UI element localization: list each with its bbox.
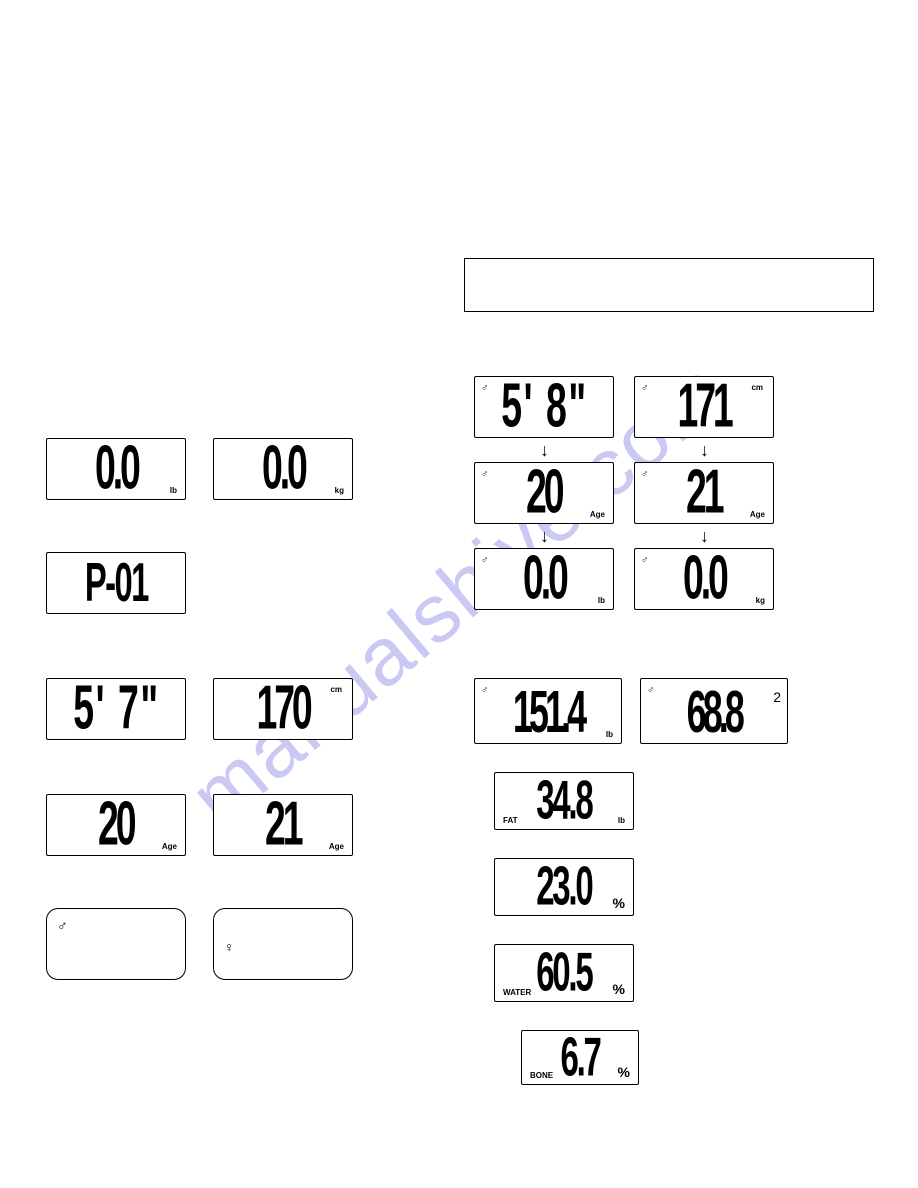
- lcd-sup: 2: [773, 689, 781, 705]
- lcd-fat-pct: 23.0 %: [494, 858, 634, 916]
- lcd-left-0-lb: 0.0 lb: [46, 438, 186, 500]
- person-icon: ♂: [647, 685, 655, 696]
- lcd-value: 5' 8": [501, 376, 588, 438]
- lcd-unit: Age: [590, 510, 605, 519]
- person-icon: ♂: [481, 685, 489, 696]
- lcd-value: 171: [677, 376, 730, 438]
- lcd-value: 5' 7": [73, 678, 160, 740]
- lcd-r-age-20: ♂ 20 Age: [474, 462, 614, 524]
- lcd-unit: kg: [756, 596, 765, 605]
- lcd-fat: 34.8 FAT lb: [494, 772, 634, 830]
- lcd-unit: cm: [330, 685, 342, 694]
- lcd-value: 21: [265, 794, 300, 856]
- person-icon: ♂: [641, 469, 649, 480]
- lcd-age-21: 21 Age: [213, 794, 353, 856]
- lcd-value: 0.0: [523, 548, 566, 610]
- lcd-unit: %: [613, 895, 625, 911]
- lcd-value: 20: [98, 794, 133, 856]
- lcd-r-0-kg: ♂ 0.0 kg: [634, 548, 774, 610]
- lcd-unit: Age: [162, 842, 177, 851]
- lcd-height-58: ♂ 5' 8": [474, 376, 614, 438]
- info-box: [464, 258, 874, 312]
- lcd-value: 0.0: [683, 548, 726, 610]
- female-icon: ♀: [224, 939, 235, 955]
- lcd-value: 6.7: [560, 1030, 599, 1085]
- person-icon: ♂: [481, 555, 489, 566]
- lcd-label: FAT: [503, 816, 518, 825]
- lcd-weight-lb: ♂ 151.4 lb: [474, 678, 622, 744]
- lcd-p01: P-01: [46, 552, 186, 614]
- lcd-value: 151.4: [513, 681, 583, 741]
- lcd-height-cm: 170 cm: [213, 678, 353, 740]
- lcd-bone: 6.7 BONE %: [521, 1030, 639, 1085]
- lcd-value: 0.0: [262, 438, 305, 500]
- lcd-value: 60.5: [536, 946, 591, 1001]
- person-icon: ♂: [641, 555, 649, 566]
- lcd-value: 0.0: [95, 438, 138, 500]
- gender-box-male: ♂: [46, 908, 186, 980]
- lcd-r-age-21: ♂ 21 Age: [634, 462, 774, 524]
- lcd-value: 21: [686, 462, 721, 524]
- lcd-unit: lb: [618, 816, 625, 825]
- lcd-unit: %: [618, 1064, 630, 1080]
- lcd-label: BONE: [530, 1071, 553, 1080]
- lcd-unit: Age: [329, 842, 344, 851]
- lcd-label: WATER: [503, 988, 531, 997]
- lcd-unit: lb: [598, 596, 605, 605]
- person-icon: ♂: [481, 469, 489, 480]
- lcd-unit: cm: [751, 383, 763, 392]
- lcd-value: 34.8: [536, 774, 591, 829]
- lcd-unit: %: [613, 981, 625, 997]
- lcd-unit: lb: [170, 486, 177, 495]
- lcd-unit: Age: [750, 510, 765, 519]
- person-icon: ♂: [641, 383, 649, 394]
- lcd-left-0-kg: 0.0 kg: [213, 438, 353, 500]
- male-icon: ♂: [57, 917, 68, 933]
- lcd-weight-kg: ♂ 68.8 2: [640, 678, 788, 744]
- lcd-value: 68.8: [687, 681, 741, 741]
- lcd-value: 20: [526, 462, 561, 524]
- lcd-height-ft: 5' 7": [46, 678, 186, 740]
- lcd-r-0-lb: ♂ 0.0 lb: [474, 548, 614, 610]
- lcd-value: 23.0: [536, 860, 591, 915]
- lcd-water: 60.5 WATER %: [494, 944, 634, 1002]
- lcd-height-171: ♂ 171 cm: [634, 376, 774, 438]
- lcd-age-20: 20 Age: [46, 794, 186, 856]
- lcd-unit: kg: [335, 486, 344, 495]
- lcd-value: P-01: [85, 556, 148, 611]
- lcd-value: 170: [256, 678, 309, 740]
- gender-box-female: ♀: [213, 908, 353, 980]
- lcd-unit: lb: [606, 730, 613, 739]
- person-icon: ♂: [481, 383, 489, 394]
